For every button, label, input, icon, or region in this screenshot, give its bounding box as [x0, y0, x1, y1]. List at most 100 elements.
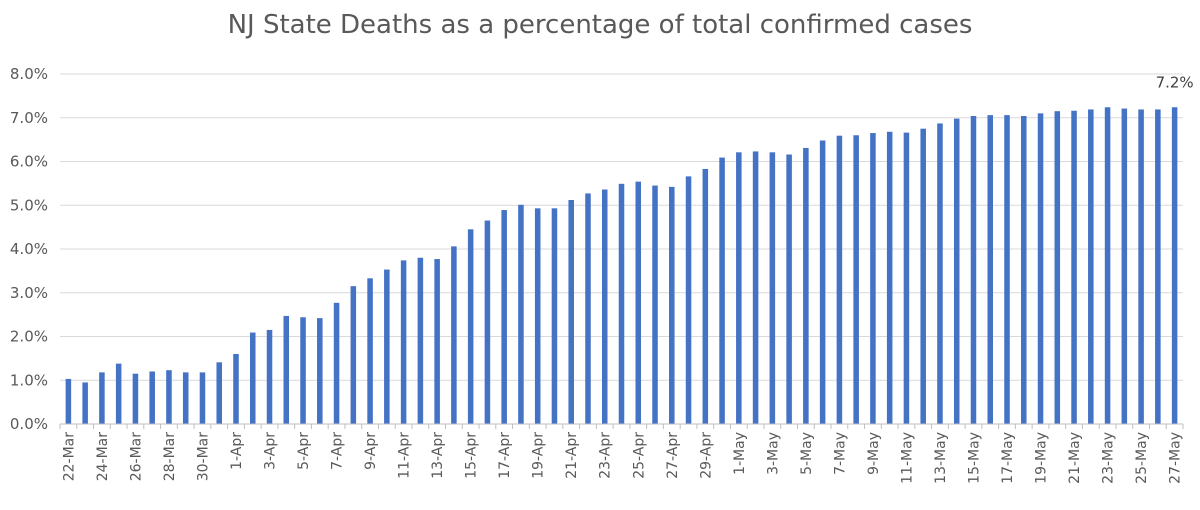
bar-27-May — [1171, 107, 1178, 424]
y-tick-label: 8.0% — [10, 65, 48, 83]
bar-26-Mar — [132, 373, 139, 424]
bar-24-Mar — [99, 372, 105, 424]
bar-5-Apr — [300, 317, 306, 424]
bar-20-May — [1054, 111, 1061, 424]
bar-12-May — [920, 128, 926, 424]
bar-26-Apr — [652, 185, 658, 424]
x-tick-label: 30-Mar — [195, 432, 211, 482]
x-tick-label: 3-Apr — [263, 432, 279, 470]
x-tick-label: 7-May — [832, 432, 848, 475]
bar-25-May — [1138, 109, 1144, 424]
bar-6-Apr — [317, 318, 323, 424]
bar-29-Mar — [182, 372, 189, 424]
x-tick-label: 13-May — [933, 432, 949, 484]
x-tick-label: 28-Mar — [162, 432, 178, 482]
bar-23-Mar — [82, 382, 88, 424]
data-label-27-May: 7.2% — [1156, 73, 1194, 91]
bar-16-Apr — [484, 220, 491, 424]
bar-3-May — [769, 152, 776, 424]
bar-30-Mar — [199, 372, 206, 424]
bar-25-Apr — [635, 181, 642, 424]
bar-12-Apr — [417, 257, 424, 424]
bar-28-Apr — [685, 176, 692, 424]
bar-13-Apr — [434, 259, 440, 424]
bar-20-Apr — [551, 208, 558, 424]
bar-8-May — [853, 135, 859, 424]
x-tick-label: 19-May — [1034, 432, 1050, 484]
x-tick-label: 15-May — [966, 432, 982, 484]
y-tick-label: 6.0% — [10, 153, 48, 171]
bar-22-Apr — [585, 193, 591, 424]
x-tick-label: 22-Mar — [61, 432, 77, 482]
bar-1-May — [736, 152, 742, 424]
x-tick-label: 25-May — [1134, 432, 1150, 484]
x-tick-label: 29-Apr — [698, 432, 714, 479]
bar-4-May — [786, 154, 792, 424]
bar-26-May — [1155, 109, 1161, 424]
bar-9-May — [870, 133, 876, 424]
axes — [59, 423, 1184, 429]
bar-24-May — [1121, 108, 1128, 424]
x-tick-label: 27-May — [1168, 432, 1184, 484]
bar-13-May — [937, 123, 943, 424]
x-tick-label: 1-May — [732, 432, 748, 475]
x-tick-label: 17-May — [1000, 432, 1016, 484]
x-tick-label: 13-Apr — [430, 432, 446, 479]
bars — [65, 107, 1178, 424]
bar-30-Apr — [719, 157, 725, 424]
x-tick-label: 21-Apr — [564, 432, 580, 479]
x-tick-label: 17-Apr — [497, 432, 513, 479]
bar-10-May — [886, 131, 893, 424]
bar-18-Apr — [518, 204, 524, 424]
y-tick-label: 4.0% — [10, 240, 48, 258]
x-tick-label: 23-May — [1101, 432, 1117, 484]
bar-14-May — [953, 118, 960, 424]
bar-23-Apr — [601, 189, 608, 424]
x-tick-label: 27-Apr — [665, 432, 681, 479]
bar-22-Mar — [65, 378, 72, 424]
bar-23-May — [1104, 107, 1111, 424]
chart-title: NJ State Deaths as a percentage of total… — [227, 10, 973, 40]
bar-14-Apr — [451, 246, 457, 424]
bar-6-May — [819, 140, 826, 424]
bar-9-Apr — [367, 278, 373, 424]
bar-27-Apr — [669, 186, 675, 424]
bar-22-May — [1088, 109, 1094, 424]
x-tick-label: 9-May — [866, 432, 882, 475]
x-tick-label: 19-Apr — [531, 432, 547, 479]
x-tick-label: 11-May — [899, 432, 915, 484]
y-tick-label: 3.0% — [10, 284, 48, 302]
y-tick-label: 5.0% — [10, 196, 48, 214]
bar-17-Apr — [501, 210, 507, 424]
bar-17-May — [1004, 115, 1010, 424]
bar-8-Apr — [350, 286, 357, 424]
bar-5-May — [803, 147, 809, 424]
bar-16-May — [987, 115, 994, 424]
x-tick-label: 11-Apr — [397, 432, 413, 479]
bar-28-Mar — [166, 370, 172, 424]
bar-2-Apr — [249, 332, 256, 424]
bar-21-Apr — [568, 200, 574, 424]
x-tick-label: 5-May — [799, 432, 815, 475]
bar-7-Apr — [333, 302, 340, 424]
x-tick-label: 9-Apr — [363, 432, 379, 470]
bar-2-May — [752, 151, 759, 424]
bar-15-May — [970, 116, 977, 424]
x-tick-label: 25-Apr — [631, 432, 647, 479]
bar-19-May — [1037, 113, 1044, 424]
bar-29-Apr — [702, 168, 709, 424]
x-tick-label: 26-Mar — [128, 432, 144, 482]
bar-25-Mar — [115, 363, 122, 424]
bar-24-Apr — [618, 183, 625, 424]
x-tick-label: 1-Apr — [229, 432, 245, 470]
x-tick-label: 7-Apr — [330, 432, 346, 470]
labels: 0.0% 1.0% 2.0% 3.0% 4.0% 5.0% 6.0% 7.0% 8.0% 22-M… — [10, 65, 1194, 484]
bar-10-Apr — [384, 269, 390, 424]
x-tick-label: 15-Apr — [464, 432, 480, 479]
bar-7-May — [836, 135, 843, 424]
bar-11-Apr — [400, 260, 407, 424]
bar-18-May — [1021, 116, 1027, 424]
bar-15-Apr — [467, 229, 474, 424]
